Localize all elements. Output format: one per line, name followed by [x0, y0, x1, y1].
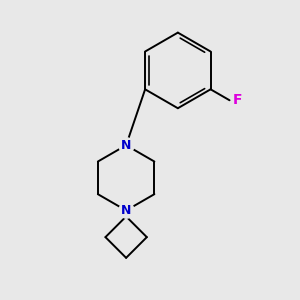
Text: F: F — [232, 93, 242, 107]
Text: N: N — [121, 139, 131, 152]
Text: N: N — [121, 204, 131, 217]
